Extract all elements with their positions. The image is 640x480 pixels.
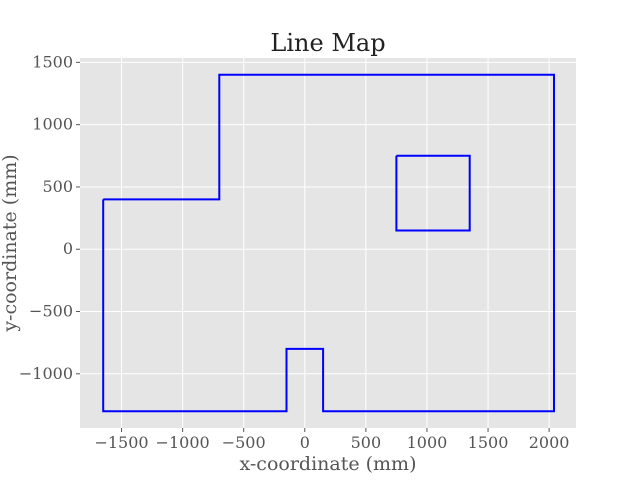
chart-title: Line Map	[270, 29, 385, 57]
x-axis-ticks: −1500 −1000 −500 0 500 1000 1500 2000	[94, 428, 569, 452]
x-tick-label: −1000	[156, 433, 210, 452]
y-axis-ticks: −1000 −500 0 500 1000 1500	[19, 52, 80, 383]
y-tick-label: −1000	[19, 364, 73, 383]
x-tick-label: 1000	[407, 433, 448, 452]
x-grid	[121, 58, 550, 428]
series-line-2	[395, 154, 471, 232]
x-axis-label: x-coordinate (mm)	[240, 453, 417, 475]
y-tick-label: 1500	[32, 52, 73, 71]
y-grid	[80, 61, 576, 375]
series-layer	[102, 73, 555, 413]
series-line-1	[102, 73, 555, 413]
plot-area	[80, 58, 576, 428]
x-tick-label: 2000	[529, 433, 570, 452]
x-tick-label: 1500	[468, 433, 509, 452]
y-tick-label: 1000	[32, 115, 73, 134]
x-tick-label: 0	[300, 433, 310, 452]
y-axis-label: y-coordinate (mm)	[0, 154, 21, 332]
x-tick-label: −500	[222, 433, 266, 452]
y-tick-label: 0	[63, 239, 73, 258]
y-tick-label: −500	[29, 302, 73, 321]
y-tick-label: 500	[42, 177, 73, 196]
x-tick-label: 500	[351, 433, 382, 452]
x-tick-label: −1500	[94, 433, 148, 452]
